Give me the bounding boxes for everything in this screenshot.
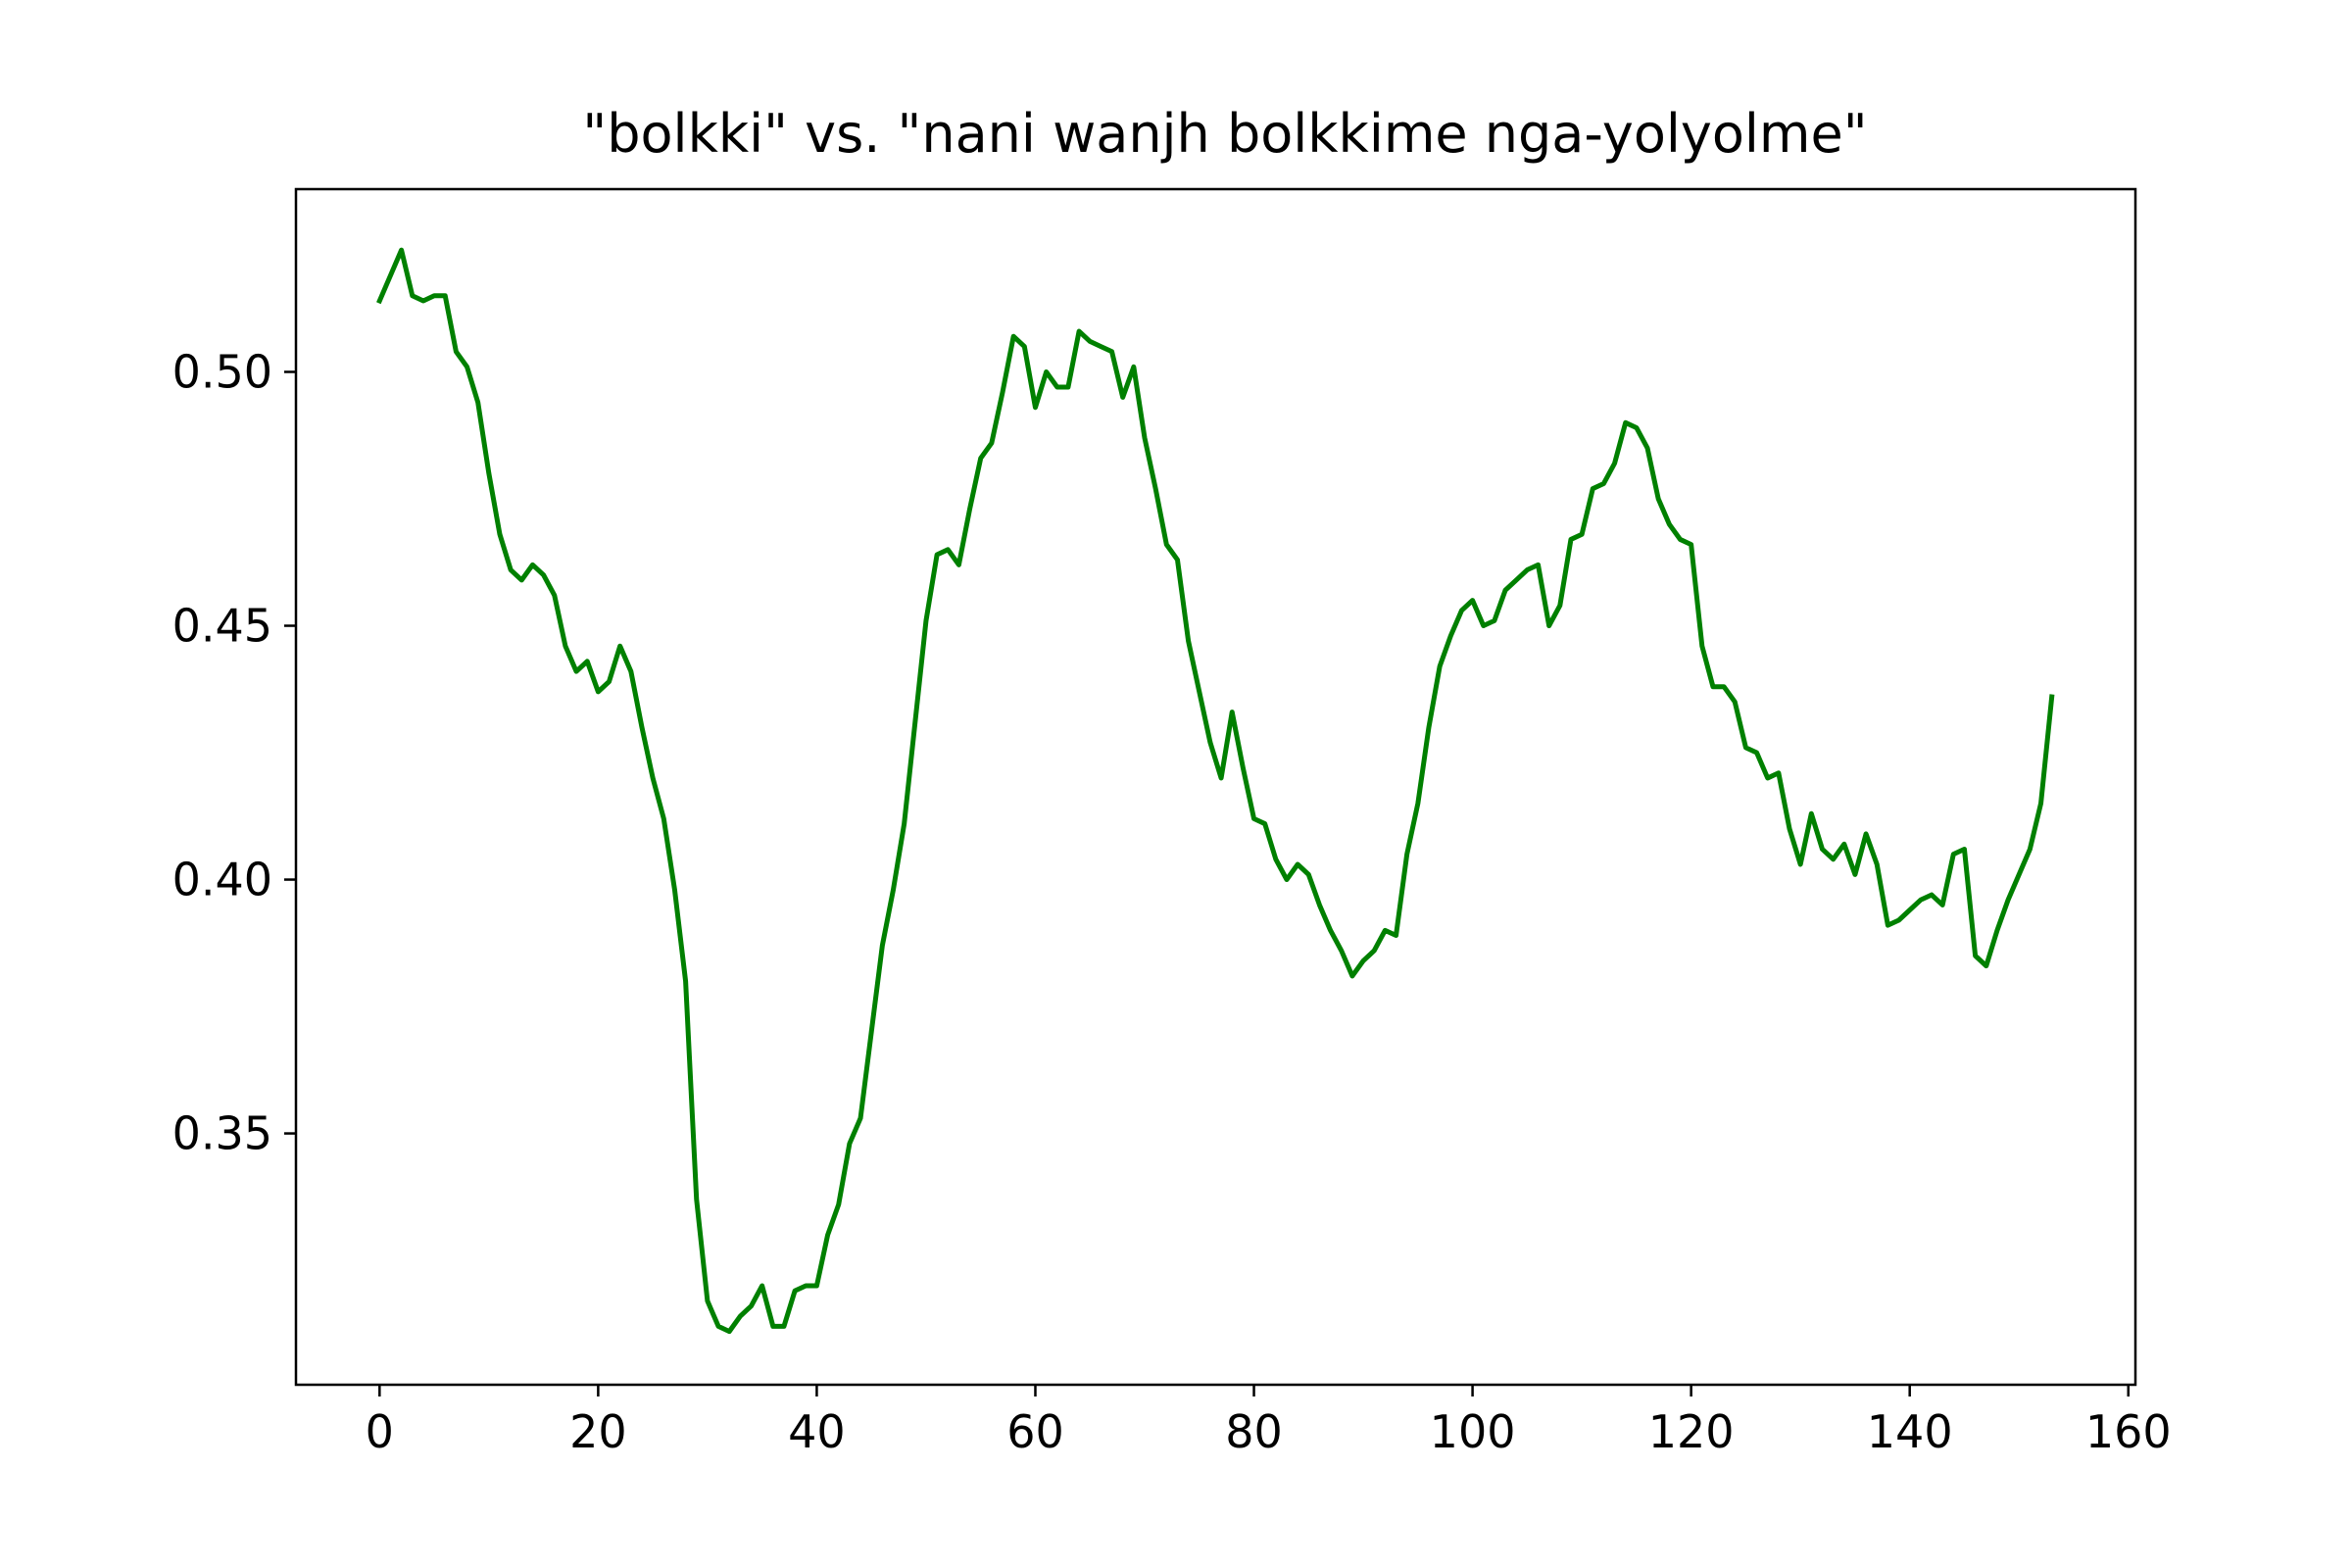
y-tick-label: 0.40 — [172, 854, 272, 906]
x-axis: 0 20 40 60 80 100 120 140 160 — [366, 1385, 2172, 1458]
x-tick-label: 0 — [366, 1405, 394, 1458]
y-tick-label: 0.50 — [172, 345, 272, 398]
axes-frame — [294, 187, 2137, 1387]
x-tick-label: 20 — [569, 1405, 627, 1458]
y-tick-label: 0.45 — [172, 600, 272, 653]
y-tick-label: 0.35 — [172, 1107, 272, 1160]
x-tick-label: 100 — [1430, 1405, 1516, 1458]
y-axis: 0.35 0.40 0.45 0.50 — [172, 345, 296, 1160]
x-tick-label: 120 — [1648, 1405, 1735, 1458]
plot-area — [376, 247, 2055, 1335]
chart-title: "bolkki" vs. "nani wanjh bolkkime nga-yo… — [582, 103, 1867, 165]
x-tick-label: 40 — [788, 1405, 846, 1458]
x-tick-label: 60 — [1006, 1405, 1064, 1458]
x-tick-label: 140 — [1867, 1405, 1953, 1458]
x-tick-label: 80 — [1225, 1405, 1283, 1458]
series-line — [376, 247, 2055, 1335]
x-tick-label: 160 — [2085, 1405, 2172, 1458]
